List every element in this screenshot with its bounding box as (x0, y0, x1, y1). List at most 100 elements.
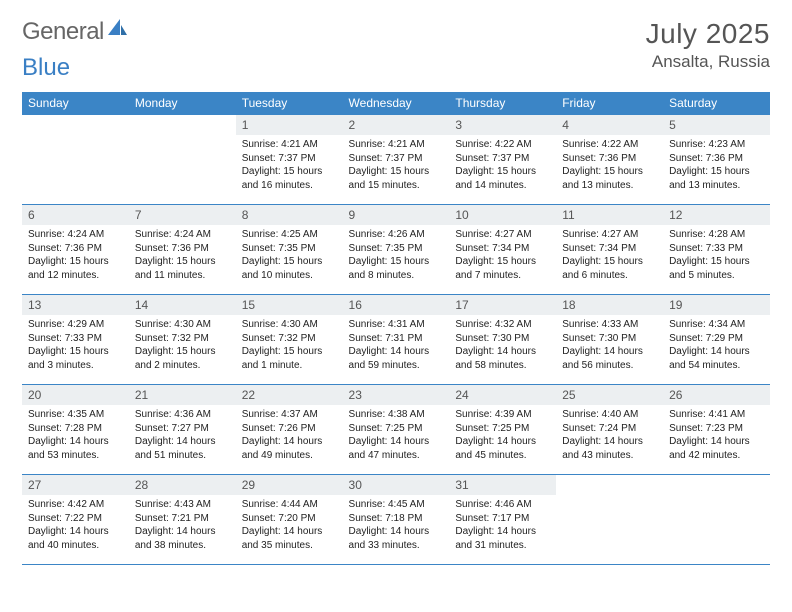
day-number: 1 (236, 115, 343, 135)
day-number: 19 (663, 295, 770, 315)
calendar-day-cell: 26Sunrise: 4:41 AMSunset: 7:23 PMDayligh… (663, 385, 770, 475)
calendar-day-cell (22, 115, 129, 205)
day-number: 5 (663, 115, 770, 135)
day-details: Sunrise: 4:27 AMSunset: 7:34 PMDaylight:… (449, 225, 556, 286)
day-number: 30 (343, 475, 450, 495)
day-details: Sunrise: 4:22 AMSunset: 7:37 PMDaylight:… (449, 135, 556, 196)
day-number: 20 (22, 385, 129, 405)
weekday-header: Thursday (449, 92, 556, 115)
calendar-week-row: 13Sunrise: 4:29 AMSunset: 7:33 PMDayligh… (22, 295, 770, 385)
calendar-day-cell: 11Sunrise: 4:27 AMSunset: 7:34 PMDayligh… (556, 205, 663, 295)
day-details: Sunrise: 4:38 AMSunset: 7:25 PMDaylight:… (343, 405, 450, 466)
weekday-header-row: Sunday Monday Tuesday Wednesday Thursday… (22, 92, 770, 115)
day-number: 17 (449, 295, 556, 315)
day-number: 29 (236, 475, 343, 495)
day-details: Sunrise: 4:27 AMSunset: 7:34 PMDaylight:… (556, 225, 663, 286)
day-number: 13 (22, 295, 129, 315)
day-details: Sunrise: 4:40 AMSunset: 7:24 PMDaylight:… (556, 405, 663, 466)
calendar-day-cell: 24Sunrise: 4:39 AMSunset: 7:25 PMDayligh… (449, 385, 556, 475)
calendar-week-row: 20Sunrise: 4:35 AMSunset: 7:28 PMDayligh… (22, 385, 770, 475)
day-number: 16 (343, 295, 450, 315)
calendar-day-cell (556, 475, 663, 565)
weekday-header: Sunday (22, 92, 129, 115)
day-number: 8 (236, 205, 343, 225)
day-details: Sunrise: 4:29 AMSunset: 7:33 PMDaylight:… (22, 315, 129, 376)
day-details: Sunrise: 4:34 AMSunset: 7:29 PMDaylight:… (663, 315, 770, 376)
day-number: 27 (22, 475, 129, 495)
day-number: 11 (556, 205, 663, 225)
day-details: Sunrise: 4:46 AMSunset: 7:17 PMDaylight:… (449, 495, 556, 556)
calendar-day-cell: 10Sunrise: 4:27 AMSunset: 7:34 PMDayligh… (449, 205, 556, 295)
day-number: 3 (449, 115, 556, 135)
day-details: Sunrise: 4:23 AMSunset: 7:36 PMDaylight:… (663, 135, 770, 196)
calendar-day-cell: 14Sunrise: 4:30 AMSunset: 7:32 PMDayligh… (129, 295, 236, 385)
location: Ansalta, Russia (646, 52, 770, 72)
calendar-day-cell: 16Sunrise: 4:31 AMSunset: 7:31 PMDayligh… (343, 295, 450, 385)
day-number: 2 (343, 115, 450, 135)
day-details: Sunrise: 4:45 AMSunset: 7:18 PMDaylight:… (343, 495, 450, 556)
calendar-day-cell: 30Sunrise: 4:45 AMSunset: 7:18 PMDayligh… (343, 475, 450, 565)
day-number: 26 (663, 385, 770, 405)
day-number: 25 (556, 385, 663, 405)
title-block: July 2025 Ansalta, Russia (646, 18, 770, 72)
weekday-header: Tuesday (236, 92, 343, 115)
calendar-day-cell: 18Sunrise: 4:33 AMSunset: 7:30 PMDayligh… (556, 295, 663, 385)
day-number: 6 (22, 205, 129, 225)
calendar-week-row: 27Sunrise: 4:42 AMSunset: 7:22 PMDayligh… (22, 475, 770, 565)
calendar-day-cell (129, 115, 236, 205)
day-number: 15 (236, 295, 343, 315)
day-number: 12 (663, 205, 770, 225)
calendar-week-row: 1Sunrise: 4:21 AMSunset: 7:37 PMDaylight… (22, 115, 770, 205)
calendar-day-cell: 17Sunrise: 4:32 AMSunset: 7:30 PMDayligh… (449, 295, 556, 385)
calendar-day-cell: 12Sunrise: 4:28 AMSunset: 7:33 PMDayligh… (663, 205, 770, 295)
brand-sail-icon (106, 17, 128, 37)
calendar-day-cell: 20Sunrise: 4:35 AMSunset: 7:28 PMDayligh… (22, 385, 129, 475)
brand-logo: General (22, 18, 128, 46)
day-number: 10 (449, 205, 556, 225)
day-details: Sunrise: 4:25 AMSunset: 7:35 PMDaylight:… (236, 225, 343, 286)
calendar-day-cell (663, 475, 770, 565)
calendar-day-cell: 23Sunrise: 4:38 AMSunset: 7:25 PMDayligh… (343, 385, 450, 475)
day-details: Sunrise: 4:43 AMSunset: 7:21 PMDaylight:… (129, 495, 236, 556)
weekday-header: Monday (129, 92, 236, 115)
day-details: Sunrise: 4:21 AMSunset: 7:37 PMDaylight:… (236, 135, 343, 196)
calendar-day-cell: 21Sunrise: 4:36 AMSunset: 7:27 PMDayligh… (129, 385, 236, 475)
day-details: Sunrise: 4:44 AMSunset: 7:20 PMDaylight:… (236, 495, 343, 556)
calendar-day-cell: 31Sunrise: 4:46 AMSunset: 7:17 PMDayligh… (449, 475, 556, 565)
calendar-day-cell: 6Sunrise: 4:24 AMSunset: 7:36 PMDaylight… (22, 205, 129, 295)
calendar-day-cell: 27Sunrise: 4:42 AMSunset: 7:22 PMDayligh… (22, 475, 129, 565)
day-number: 23 (343, 385, 450, 405)
day-details: Sunrise: 4:30 AMSunset: 7:32 PMDaylight:… (236, 315, 343, 376)
calendar-day-cell: 28Sunrise: 4:43 AMSunset: 7:21 PMDayligh… (129, 475, 236, 565)
day-details: Sunrise: 4:42 AMSunset: 7:22 PMDaylight:… (22, 495, 129, 556)
day-details: Sunrise: 4:21 AMSunset: 7:37 PMDaylight:… (343, 135, 450, 196)
day-number: 24 (449, 385, 556, 405)
day-details: Sunrise: 4:39 AMSunset: 7:25 PMDaylight:… (449, 405, 556, 466)
brand-part1: General (22, 18, 104, 46)
day-details: Sunrise: 4:36 AMSunset: 7:27 PMDaylight:… (129, 405, 236, 466)
calendar-day-cell: 13Sunrise: 4:29 AMSunset: 7:33 PMDayligh… (22, 295, 129, 385)
day-number: 9 (343, 205, 450, 225)
day-details: Sunrise: 4:30 AMSunset: 7:32 PMDaylight:… (129, 315, 236, 376)
day-number: 7 (129, 205, 236, 225)
weekday-header: Wednesday (343, 92, 450, 115)
calendar-day-cell: 25Sunrise: 4:40 AMSunset: 7:24 PMDayligh… (556, 385, 663, 475)
calendar-day-cell: 1Sunrise: 4:21 AMSunset: 7:37 PMDaylight… (236, 115, 343, 205)
day-number: 22 (236, 385, 343, 405)
day-details: Sunrise: 4:24 AMSunset: 7:36 PMDaylight:… (22, 225, 129, 286)
day-details: Sunrise: 4:26 AMSunset: 7:35 PMDaylight:… (343, 225, 450, 286)
day-details: Sunrise: 4:28 AMSunset: 7:33 PMDaylight:… (663, 225, 770, 286)
day-number: 14 (129, 295, 236, 315)
day-details: Sunrise: 4:37 AMSunset: 7:26 PMDaylight:… (236, 405, 343, 466)
calendar-day-cell: 15Sunrise: 4:30 AMSunset: 7:32 PMDayligh… (236, 295, 343, 385)
day-details: Sunrise: 4:33 AMSunset: 7:30 PMDaylight:… (556, 315, 663, 376)
day-details: Sunrise: 4:22 AMSunset: 7:36 PMDaylight:… (556, 135, 663, 196)
calendar-week-row: 6Sunrise: 4:24 AMSunset: 7:36 PMDaylight… (22, 205, 770, 295)
calendar-day-cell: 8Sunrise: 4:25 AMSunset: 7:35 PMDaylight… (236, 205, 343, 295)
calendar-day-cell: 7Sunrise: 4:24 AMSunset: 7:36 PMDaylight… (129, 205, 236, 295)
day-number: 31 (449, 475, 556, 495)
weekday-header: Friday (556, 92, 663, 115)
day-number: 4 (556, 115, 663, 135)
calendar-page: General July 2025 Ansalta, Russia Blue S… (0, 0, 792, 575)
calendar-day-cell: 2Sunrise: 4:21 AMSunset: 7:37 PMDaylight… (343, 115, 450, 205)
